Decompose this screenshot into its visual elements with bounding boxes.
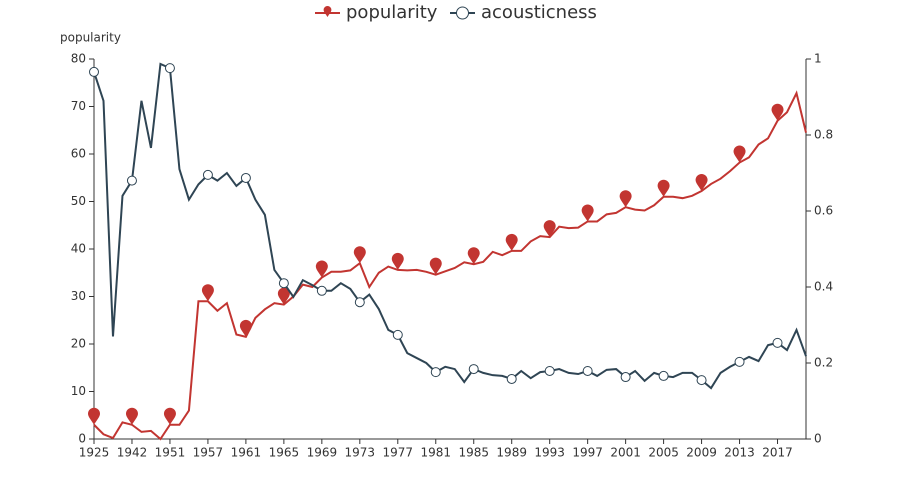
point-marker	[772, 337, 783, 348]
pin-marker	[125, 407, 138, 425]
pin-marker	[201, 284, 214, 302]
x-tick-label: 1969	[307, 446, 338, 460]
point-marker	[126, 175, 137, 186]
point-marker	[89, 66, 99, 77]
point-marker	[620, 372, 631, 383]
point-marker	[392, 329, 403, 340]
point-marker	[164, 63, 175, 74]
pin-marker	[771, 103, 784, 121]
pin-marker	[695, 174, 708, 192]
series-line	[93, 62, 807, 390]
point-marker	[354, 297, 365, 308]
x-tick-label: 2009	[686, 446, 717, 460]
pin-marker	[581, 204, 594, 222]
y2-tick-label: 1	[814, 52, 822, 66]
pin-marker	[239, 319, 252, 337]
y2-tick-label: 0.6	[814, 204, 833, 218]
y-tick-label: 80	[71, 52, 86, 66]
x-tick-label: 1993	[534, 446, 565, 460]
pin-marker	[467, 247, 480, 265]
x-tick-label: 1981	[420, 446, 451, 460]
point-marker	[544, 365, 555, 376]
point-marker	[696, 375, 707, 386]
pin-marker	[543, 220, 556, 238]
y-tick-label: 10	[71, 384, 86, 398]
x-tick-label: 1977	[383, 446, 414, 460]
x-tick-label: 2013	[724, 446, 755, 460]
point-marker	[240, 172, 251, 183]
pin-marker	[733, 145, 746, 163]
series-line	[93, 90, 807, 441]
pin-marker	[353, 246, 366, 264]
pin-marker	[429, 257, 442, 275]
y-tick-label: 20	[71, 337, 86, 351]
x-tick-label: 1997	[572, 446, 603, 460]
y-tick-label: 50	[71, 194, 86, 208]
y-tick-label: 30	[71, 289, 86, 303]
y2-tick-label: 0.4	[814, 280, 833, 294]
point-marker	[316, 285, 327, 296]
point-marker	[430, 367, 441, 378]
y-tick-label: 70	[71, 99, 86, 113]
pin-marker	[315, 260, 328, 278]
point-marker	[582, 365, 593, 376]
point-marker	[506, 373, 517, 384]
x-tick-label: 1965	[269, 446, 300, 460]
point-marker	[658, 370, 669, 381]
pin-marker	[163, 407, 176, 425]
x-tick-label: 2005	[648, 446, 679, 460]
x-tick-label: 1973	[345, 446, 376, 460]
y-tick-label: 0	[78, 432, 86, 446]
legend-label: acousticness	[481, 2, 597, 23]
x-tick-label: 1951	[155, 446, 186, 460]
pin-marker	[619, 190, 632, 208]
y-tick-label: 40	[71, 242, 86, 256]
y2-tick-label: 0.8	[814, 128, 833, 142]
y-axis-label: popularity	[60, 31, 121, 45]
point-marker	[278, 278, 289, 289]
x-tick-label: 2001	[610, 446, 641, 460]
x-tick-label: 1961	[231, 446, 262, 460]
x-tick-label: 1942	[117, 446, 148, 460]
pin-marker	[391, 252, 404, 270]
x-tick-label: 1989	[496, 446, 527, 460]
x-tick-label: 1957	[193, 446, 224, 460]
x-tick-label: 1985	[458, 446, 489, 460]
legend-pin	[323, 5, 332, 17]
legend-label: popularity	[346, 2, 438, 23]
x-tick-label: 1925	[79, 446, 110, 460]
point-marker	[202, 169, 213, 180]
y2-tick-label: 0.2	[814, 356, 833, 370]
pin-marker	[657, 179, 670, 197]
pin-marker	[277, 287, 290, 305]
legend-circle	[456, 6, 469, 20]
pin-marker	[505, 233, 518, 251]
point-marker	[734, 356, 745, 367]
point-marker	[468, 364, 479, 375]
x-tick-label: 2017	[762, 446, 793, 460]
pin-marker	[88, 407, 100, 425]
y2-tick-label: 0	[814, 432, 822, 446]
y-tick-label: 60	[71, 147, 86, 161]
